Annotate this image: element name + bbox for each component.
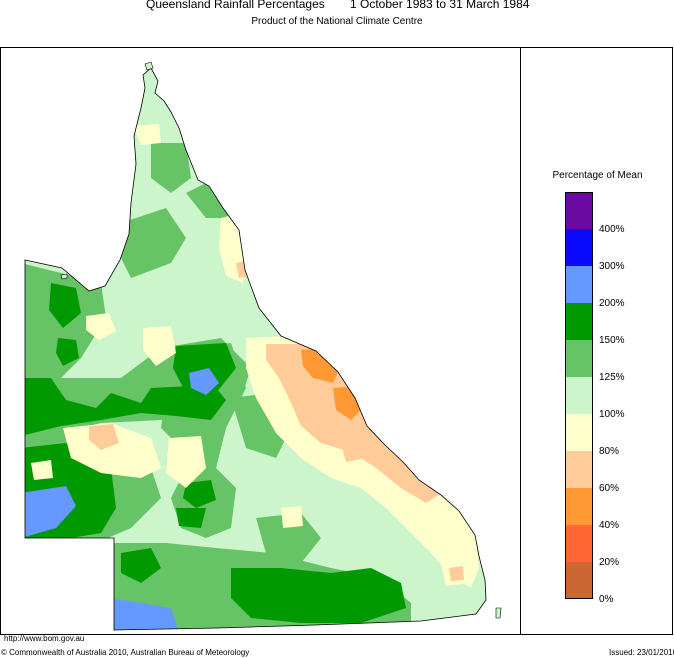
- footer-url[interactable]: http://www.bom.gov.au: [4, 634, 85, 643]
- zones-200-300: [25, 368, 219, 630]
- map-subtitle: Product of the National Climate Centre: [251, 16, 423, 27]
- legend-swatch: [565, 229, 593, 266]
- footer-copyright: © Commonwealth of Australia 2010, Austra…: [1, 648, 250, 657]
- title-period: 1 October 1983 to 31 March 1984: [350, 0, 530, 11]
- legend-label: 125%: [599, 372, 625, 383]
- zones-125-150: [25, 143, 411, 630]
- map-title: Queensland Rainfall Percentages 1 Octobe…: [0, 0, 674, 13]
- legend-swatch: [565, 414, 593, 451]
- legend-swatch: [565, 340, 593, 377]
- footer-issued: Issued: 23/01/2010: [609, 648, 674, 657]
- legend-swatch: [565, 192, 593, 229]
- legend-label: 400%: [599, 224, 625, 235]
- rainfall-map: [24, 61, 502, 631]
- rainfall-zones: [25, 68, 486, 630]
- legend-label: 80%: [599, 446, 620, 457]
- legend-label: 300%: [599, 261, 625, 272]
- zones-60-80: [89, 260, 464, 581]
- legend-label: 0%: [599, 594, 614, 605]
- legend-swatch: [565, 303, 593, 340]
- legend-swatch: [565, 525, 593, 562]
- frame-divider: [520, 47, 521, 635]
- map-frame: [0, 47, 673, 635]
- islands: [60, 61, 502, 619]
- legend-label: 60%: [599, 483, 620, 494]
- legend-swatch: [565, 451, 593, 488]
- legend-swatch: [565, 266, 593, 303]
- legend-label: 200%: [599, 298, 625, 309]
- legend-label: 100%: [599, 409, 625, 420]
- legend-swatch: [565, 562, 593, 599]
- legend-swatch: [565, 488, 593, 525]
- legend-label: 20%: [599, 557, 620, 568]
- legend-label: 150%: [599, 335, 625, 346]
- legend-title: Percentage of Mean: [552, 170, 643, 181]
- legend-label: 40%: [599, 520, 620, 531]
- legend-swatch: [565, 377, 593, 414]
- title-text: Queensland Rainfall Percentages: [146, 0, 325, 11]
